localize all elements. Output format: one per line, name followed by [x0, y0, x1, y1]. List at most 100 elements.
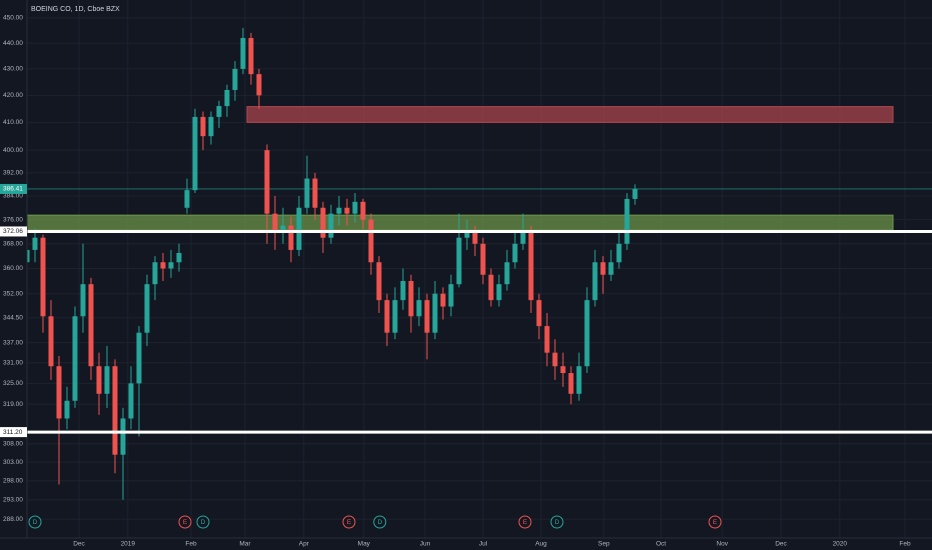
event-label: D: [33, 519, 38, 526]
candle-body: [320, 207, 326, 238]
candle-body: [536, 300, 542, 327]
event-label: E: [183, 519, 188, 526]
x-tick-label: Feb: [899, 541, 911, 548]
candle-body: [528, 231, 534, 301]
candle-body: [400, 281, 406, 301]
candle-body: [368, 219, 374, 263]
candle-body: [128, 383, 134, 419]
candle-body: [240, 37, 246, 69]
y-tick-label: 400.00: [3, 147, 23, 154]
candle-body: [624, 198, 630, 244]
x-tick-label: Sep: [598, 541, 610, 548]
y-tick-label: 360.00: [3, 265, 23, 272]
event-label: D: [555, 519, 560, 526]
x-tick-label: Apr: [299, 541, 310, 548]
candle-body: [608, 262, 614, 275]
candle-body: [288, 225, 294, 250]
candle-body: [504, 262, 510, 285]
y-tick-label: 440.00: [3, 40, 23, 47]
last-price-label: 386.41: [3, 186, 23, 193]
candle-body: [600, 262, 606, 275]
candle-body: [584, 300, 590, 367]
candle-body: [64, 400, 70, 419]
event-marker: [196, 515, 210, 529]
y-tick-label: 384.00: [3, 193, 23, 200]
event-label: D: [201, 519, 206, 526]
level-tag: [0, 226, 27, 237]
candle-body: [224, 89, 230, 107]
candle-body: [192, 116, 198, 191]
event-marker: [373, 515, 387, 529]
y-tick-label: 376.00: [3, 216, 23, 223]
candle-body: [160, 262, 166, 269]
candle-body: [168, 262, 174, 269]
candle-body: [392, 300, 398, 333]
candle-body: [32, 237, 38, 250]
candle-body: [264, 150, 270, 214]
candle-body: [376, 262, 382, 301]
y-tick-label: 368.00: [3, 241, 23, 248]
y-tick-label: 420.00: [3, 92, 23, 99]
candle-body: [312, 178, 318, 208]
y-tick-label: 410.00: [3, 119, 23, 126]
candle-body: [88, 284, 94, 367]
event-label: E: [523, 519, 528, 526]
x-tick-label: 2020: [833, 541, 848, 548]
candle-body: [456, 237, 462, 285]
last-price-tag: [0, 183, 27, 194]
candle-body: [512, 243, 518, 263]
x-tick-label: Feb: [185, 541, 197, 548]
x-tick-label: Jun: [420, 541, 431, 548]
y-tick-label: 392.00: [3, 170, 23, 177]
candle-body: [560, 366, 566, 374]
candle-body: [272, 213, 278, 232]
candle-body: [424, 300, 430, 333]
y-tick-label: 337.00: [3, 339, 23, 346]
x-tick-label: Nov: [716, 541, 728, 548]
candle-body: [104, 366, 110, 394]
candle-body: [384, 300, 390, 333]
candle-body: [568, 373, 574, 394]
candle-body: [488, 274, 494, 301]
candle-body: [136, 332, 142, 384]
candle-body: [200, 116, 206, 137]
candle-body: [576, 366, 582, 394]
candle-body: [184, 190, 190, 208]
candle-body: [632, 188, 638, 199]
candle-body: [328, 213, 334, 238]
candle-body: [344, 207, 350, 214]
candle-body: [592, 262, 598, 301]
zone: [26, 214, 894, 231]
candle-body: [360, 201, 366, 220]
candle-body: [96, 366, 102, 394]
y-tick-label: 344.50: [3, 315, 23, 322]
candle-body: [616, 243, 622, 263]
y-tick-label: 331.00: [3, 360, 23, 367]
y-tick-label: 303.00: [3, 459, 23, 466]
candle-body: [352, 201, 358, 214]
candle-body: [216, 106, 222, 117]
y-tick-label: 325.00: [3, 380, 23, 387]
candle-body: [520, 231, 526, 244]
candle-body: [144, 284, 150, 333]
event-marker: [342, 515, 356, 529]
y-tick-label: 293.00: [3, 497, 23, 504]
x-tick-label: Mar: [239, 541, 251, 548]
candle-body: [120, 418, 126, 455]
y-tick-label: 308.00: [3, 440, 23, 447]
candle-body: [496, 284, 502, 301]
event-marker: [518, 515, 532, 529]
candle-body: [112, 366, 118, 455]
candle-body: [552, 352, 558, 367]
price-axis: [0, 0, 27, 538]
candle-body: [152, 262, 158, 285]
x-tick-label: Dec: [73, 541, 85, 548]
candle-body: [408, 281, 414, 317]
event-marker: [708, 515, 722, 529]
chart-title: BOEING CO, 1D, Cboe BZX: [31, 6, 120, 13]
candle-body: [48, 316, 54, 367]
x-tick-label: May: [358, 541, 371, 548]
x-tick-label: Dec: [775, 541, 787, 548]
candle-body: [72, 316, 78, 401]
candle-body: [40, 237, 46, 317]
